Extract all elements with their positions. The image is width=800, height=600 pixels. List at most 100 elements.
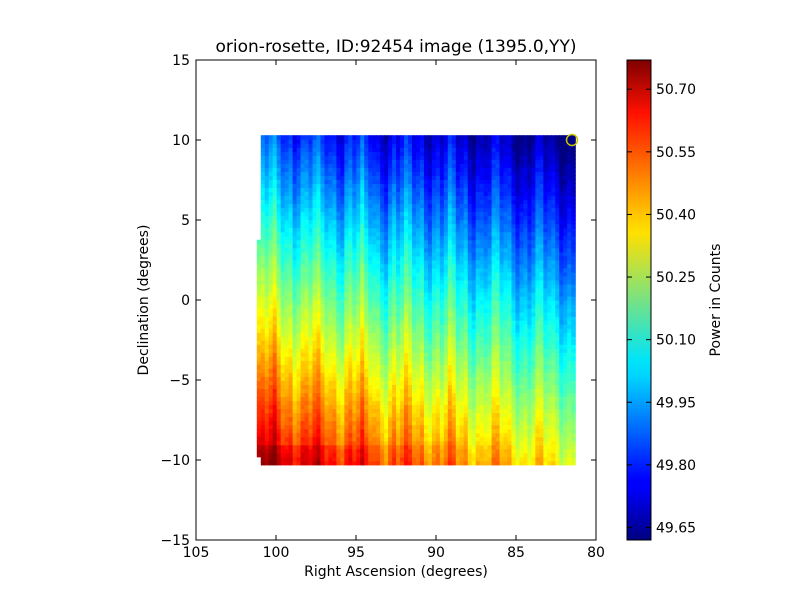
heatmap-cell bbox=[312, 183, 318, 189]
heatmap-cell bbox=[280, 388, 286, 394]
heatmap-cell bbox=[412, 332, 417, 337]
heatmap-cell bbox=[360, 279, 365, 285]
heatmap-cell bbox=[380, 344, 385, 349]
heatmap-cell bbox=[332, 175, 337, 181]
heatmap-cell bbox=[280, 412, 286, 418]
heatmap-cell bbox=[376, 428, 381, 434]
heatmap-cell bbox=[340, 364, 345, 369]
heatmap-cell bbox=[256, 271, 262, 277]
heatmap-cell bbox=[316, 235, 322, 241]
heatmap-cell bbox=[451, 388, 457, 394]
heatmap-cell bbox=[304, 239, 310, 245]
heatmap-cell bbox=[332, 255, 337, 261]
heatmap-cell bbox=[340, 135, 345, 140]
heatmap-cell bbox=[352, 312, 357, 317]
heatmap-cell bbox=[352, 332, 357, 337]
heatmap-cell bbox=[427, 440, 433, 446]
heatmap-cell bbox=[332, 420, 337, 426]
heatmap-cell bbox=[396, 404, 401, 410]
heatmap-cell bbox=[364, 187, 369, 193]
heatmap-cell bbox=[360, 227, 365, 233]
heatmap-cell bbox=[300, 275, 306, 281]
heatmap-cell bbox=[384, 235, 389, 241]
heatmap-cell bbox=[463, 336, 469, 341]
heatmap-cell bbox=[451, 159, 457, 164]
heatmap-cell bbox=[364, 384, 369, 390]
heatmap-cell bbox=[304, 279, 310, 285]
heatmap-cell bbox=[280, 368, 286, 373]
heatmap-cell bbox=[304, 219, 310, 225]
heatmap-cell bbox=[272, 376, 278, 381]
heatmap-cell bbox=[416, 179, 421, 185]
heatmap-cell bbox=[308, 408, 314, 414]
heatmap-cell bbox=[392, 356, 397, 361]
heatmap-cell bbox=[491, 328, 497, 333]
heatmap-cell bbox=[491, 271, 497, 277]
heatmap-cell bbox=[439, 368, 445, 373]
heatmap-cell bbox=[495, 275, 501, 281]
heatmap-cell bbox=[332, 251, 337, 257]
heatmap-cell bbox=[487, 183, 493, 189]
heatmap-cell bbox=[260, 231, 266, 237]
heatmap-cell bbox=[416, 239, 421, 245]
heatmap-cell bbox=[352, 291, 357, 297]
heatmap-cell bbox=[272, 452, 278, 458]
heatmap-cell bbox=[463, 263, 469, 269]
heatmap-cell bbox=[412, 416, 417, 422]
heatmap-cell bbox=[348, 191, 353, 197]
heatmap-cell bbox=[308, 147, 314, 152]
heatmap-cell bbox=[431, 360, 437, 365]
heatmap-cell bbox=[272, 187, 278, 193]
heatmap-cell bbox=[260, 255, 266, 261]
heatmap-cell bbox=[384, 404, 389, 410]
heatmap-cell bbox=[479, 344, 485, 349]
heatmap-cell bbox=[292, 444, 298, 450]
heatmap-cell bbox=[491, 143, 497, 148]
heatmap-cell bbox=[427, 139, 433, 144]
heatmap-cell bbox=[376, 364, 381, 369]
heatmap-cell bbox=[380, 404, 385, 410]
heatmap-cell bbox=[360, 340, 365, 345]
heatmap-cell bbox=[288, 295, 294, 301]
heatmap-cell bbox=[340, 388, 345, 394]
heatmap-cell bbox=[268, 448, 274, 454]
heatmap-cell bbox=[396, 316, 401, 321]
heatmap-cell bbox=[392, 404, 397, 410]
heatmap-cell bbox=[412, 195, 417, 201]
heatmap-cell bbox=[435, 167, 441, 172]
heatmap-cell bbox=[419, 324, 425, 329]
heatmap-cell bbox=[404, 428, 409, 434]
heatmap-cell bbox=[296, 183, 302, 189]
heatmap-cell bbox=[320, 360, 326, 365]
heatmap-cell bbox=[475, 420, 481, 426]
heatmap-cell bbox=[392, 400, 397, 406]
heatmap-cell bbox=[268, 195, 274, 201]
heatmap-cell bbox=[408, 448, 413, 454]
heatmap-cell bbox=[264, 199, 270, 205]
heatmap-cell bbox=[439, 304, 445, 309]
heatmap-cell bbox=[475, 271, 481, 277]
heatmap-cell bbox=[260, 243, 266, 249]
heatmap-cell bbox=[288, 147, 294, 152]
heatmap-cell bbox=[376, 183, 381, 189]
heatmap-cell bbox=[423, 211, 429, 217]
heatmap-cell bbox=[276, 460, 282, 466]
heatmap-cell bbox=[280, 352, 286, 357]
heatmap-cell bbox=[268, 135, 274, 140]
heatmap-cell bbox=[435, 336, 441, 341]
heatmap-cell bbox=[344, 171, 349, 176]
heatmap-cell bbox=[455, 352, 461, 357]
heatmap-cell bbox=[404, 344, 409, 349]
heatmap-cell bbox=[423, 380, 429, 386]
heatmap-cell bbox=[423, 259, 429, 265]
heatmap-cell bbox=[404, 187, 409, 193]
heatmap-cell bbox=[431, 159, 437, 164]
heatmap-cell bbox=[288, 420, 294, 426]
heatmap-cell bbox=[491, 183, 497, 189]
heatmap-cell bbox=[316, 452, 322, 458]
heatmap-cell bbox=[328, 215, 334, 221]
heatmap-cell bbox=[479, 412, 485, 418]
heatmap-cell bbox=[308, 440, 314, 446]
heatmap-cell bbox=[423, 255, 429, 261]
heatmap-cell bbox=[451, 207, 457, 213]
